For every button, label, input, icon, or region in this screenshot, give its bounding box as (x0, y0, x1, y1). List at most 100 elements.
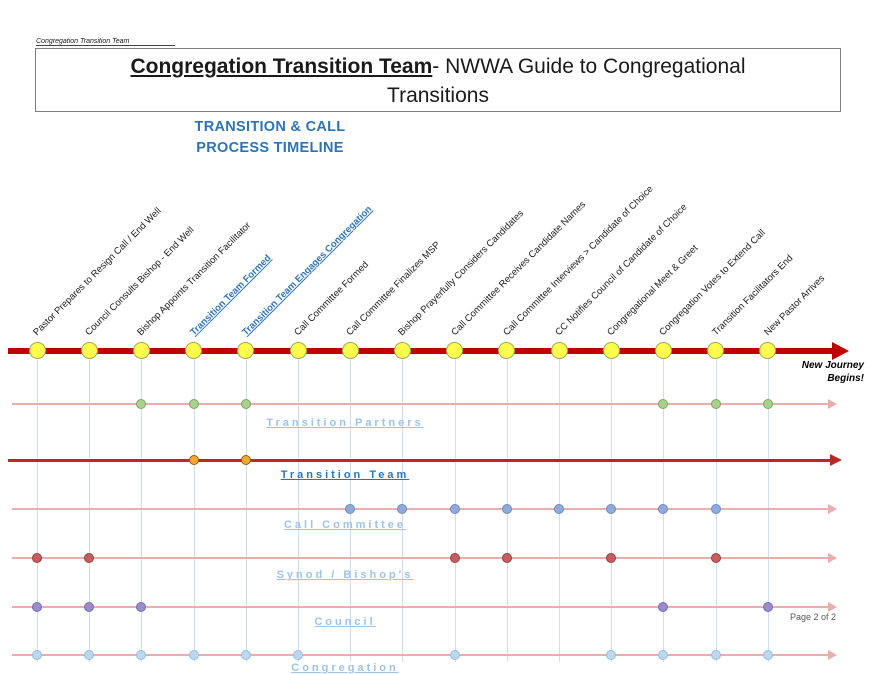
milestone-node (602, 342, 620, 359)
milestone-node (498, 342, 516, 359)
timeline-connector-line (245, 351, 247, 662)
lane-dot-transition-partners (188, 399, 199, 409)
milestone-node (132, 342, 150, 359)
lane-dot-transition-partners (762, 399, 773, 409)
milestone-node (80, 342, 98, 359)
lane-dot-transition-partners (136, 399, 147, 409)
corner-label: Congregation Transition Team (36, 38, 176, 46)
lane-dot-synod-bishop-s (449, 553, 460, 563)
page-title-line1: Congregation Transition Team- NWWA Guide… (36, 52, 840, 81)
timeline-connector-line (141, 351, 143, 662)
lane-dot-call-committee (345, 504, 356, 514)
lane-line-transition-partners (12, 403, 828, 405)
lane-arrowhead-icon (828, 650, 837, 660)
lane-dot-congregation (606, 650, 617, 660)
page-title-rest: - NWWA Guide to Congregational (432, 55, 746, 78)
lane-dot-congregation (658, 650, 669, 660)
lane-dot-synod-bishop-s (606, 553, 617, 563)
lane-arrowhead-icon (830, 454, 842, 466)
lane-dot-congregation (84, 650, 95, 660)
lane-dot-call-committee (501, 504, 512, 514)
lane-label-call-committee: Call Committee (283, 519, 407, 531)
milestone-label: Council Consults Bishop - End Well (83, 224, 197, 338)
lane-dot-call-committee (606, 504, 617, 514)
lane-dot-congregation (32, 650, 42, 660)
milestone-node (759, 342, 777, 359)
milestone-node (446, 342, 464, 359)
lane-dot-transition-team (240, 455, 251, 465)
lane-dot-council (136, 602, 147, 612)
milestone-node (707, 342, 725, 359)
process-timeline-heading: TRANSITION & CALL PROCESS TIMELINE (140, 117, 400, 159)
title-box: Congregation Transition Team- NWWA Guide… (35, 48, 841, 112)
main-timeline-arrowhead-icon (832, 342, 849, 360)
new-journey-line1: New Journey (801, 360, 864, 371)
lane-dot-council (84, 602, 95, 612)
lane-dot-congregation (293, 650, 303, 660)
milestone-label: Congregation Votes to Extend Call (657, 227, 769, 338)
milestone-node (393, 342, 411, 359)
lane-dot-call-committee (449, 504, 460, 514)
page-title-line2: Transitions (387, 84, 489, 107)
lane-label-transition-partners: Transition Partners (266, 417, 424, 429)
lane-dot-synod-bishop-s (710, 553, 721, 563)
lane-dot-call-committee (554, 504, 564, 514)
lane-dot-congregation (188, 650, 199, 660)
lane-dot-transition-partners (240, 399, 251, 409)
lane-dot-council (658, 602, 669, 612)
lane-dot-call-committee (658, 504, 669, 514)
lane-dot-call-committee (397, 504, 408, 514)
lane-dot-council (32, 602, 42, 612)
milestone-node (654, 342, 672, 359)
timeline-connector-line (767, 351, 769, 662)
process-timeline-heading-line1: TRANSITION & CALL (194, 119, 346, 135)
timeline-connector-line (89, 351, 91, 662)
lane-arrowhead-icon (828, 399, 837, 409)
lane-line-transition-team (8, 458, 830, 462)
lane-dot-congregation (710, 650, 721, 660)
lane-label-transition-team: Transition Team (280, 469, 410, 481)
lane-label-synod-bishop-s: Synod / Bishop's (276, 569, 414, 581)
new-journey-line2: Begins! (827, 373, 864, 384)
lane-dot-transition-partners (710, 399, 721, 409)
process-timeline-heading-line2: PROCESS TIMELINE (196, 140, 344, 156)
lane-label-congregation: Congregation (291, 662, 399, 674)
lane-dot-council (762, 602, 773, 612)
lane-dot-transition-team (188, 455, 199, 465)
lane-label-council: Council (314, 616, 376, 628)
timeline-connector-line (37, 351, 38, 662)
milestone-node (341, 342, 359, 359)
lane-line-synod-bishop-s (12, 557, 828, 559)
timeline-connector-line (298, 351, 299, 662)
page-title-emphasis: Congregation Transition Team (130, 55, 433, 78)
lane-arrowhead-icon (828, 553, 837, 563)
lane-line-call-committee (12, 508, 828, 510)
lane-dot-synod-bishop-s (84, 553, 95, 563)
lane-arrowhead-icon (828, 504, 837, 514)
lane-dot-congregation (136, 650, 147, 660)
lane-dot-call-committee (710, 504, 721, 514)
lane-dot-transition-partners (658, 399, 669, 409)
lane-dot-synod-bishop-s (501, 553, 512, 563)
lane-arrowhead-icon (828, 602, 837, 612)
milestone-label: Bishop Appoints Transition Facilitator (135, 220, 254, 338)
lane-dot-congregation (449, 650, 460, 660)
timeline-connector-line (193, 351, 195, 662)
milestone-label: Congregational Meet & Greet (605, 242, 701, 338)
milestone-node (185, 342, 203, 359)
milestone-label: Call Committee Finalizes MSP (344, 239, 443, 338)
lane-line-council (12, 606, 828, 608)
milestone-node (237, 342, 255, 359)
lane-line-congregation (12, 654, 828, 656)
milestone-node (289, 342, 307, 359)
page-number: Page 2 of 2 (790, 612, 837, 622)
lane-dot-congregation (240, 650, 251, 660)
lane-dot-congregation (762, 650, 773, 660)
milestone-node (550, 342, 568, 359)
new-journey-note: New Journey Begins! (754, 359, 864, 385)
main-timeline-line (8, 348, 834, 354)
milestone-node (28, 342, 46, 359)
lane-dot-synod-bishop-s (32, 553, 42, 563)
